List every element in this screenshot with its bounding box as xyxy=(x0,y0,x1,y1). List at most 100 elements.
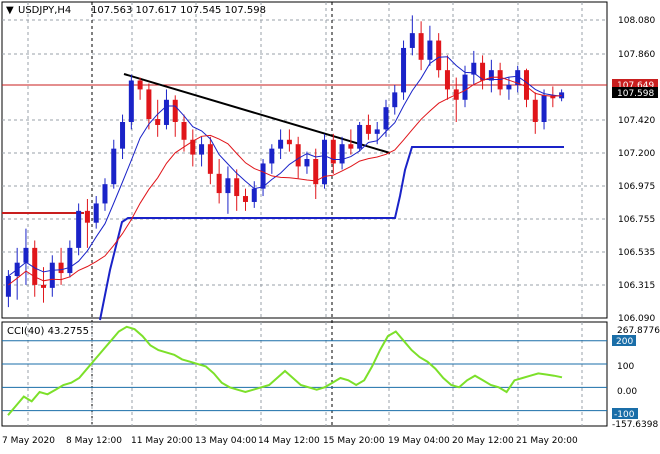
candle-body xyxy=(304,159,310,167)
candle-body xyxy=(313,159,319,185)
candle-body xyxy=(418,33,424,60)
candle-body xyxy=(427,40,433,60)
price-tick-label: 107.420 xyxy=(618,116,655,126)
cci-axis-label: -100 xyxy=(614,410,635,420)
grid xyxy=(2,2,607,426)
price-tick-label: 106.315 xyxy=(618,281,655,291)
time-tick-label: 13 May 04:00 xyxy=(195,436,257,446)
candle-body xyxy=(339,144,345,164)
slow-ma-line xyxy=(8,76,562,286)
candle-body xyxy=(242,196,248,202)
cci-axis-label: 200 xyxy=(616,337,633,347)
candle-body xyxy=(207,144,213,174)
current-price-tag xyxy=(612,87,658,98)
candle-body xyxy=(269,148,275,164)
time-tick-label: 21 May 20:00 xyxy=(516,436,578,446)
candle-body xyxy=(58,262,64,274)
candle-body xyxy=(348,144,354,149)
candle-body xyxy=(146,89,152,120)
candle-body xyxy=(181,121,187,140)
candle-body xyxy=(471,62,477,75)
candle-body xyxy=(550,95,556,99)
cci-axis-label: 267.8776 xyxy=(617,326,660,336)
candle-body xyxy=(541,95,547,122)
candle-body xyxy=(260,163,266,189)
time-tick-label: 15 May 20:00 xyxy=(323,436,385,446)
candle-body xyxy=(76,210,82,248)
candle-body xyxy=(84,210,90,223)
price-tick-label: 106.975 xyxy=(618,182,655,192)
candle-body xyxy=(137,80,143,90)
moving-averages xyxy=(8,56,562,286)
price-tick-label: 107.860 xyxy=(618,50,655,60)
level-price-tag xyxy=(612,79,658,90)
price-tick-label: 107.200 xyxy=(618,149,655,159)
candle-body xyxy=(251,188,257,202)
candle-body xyxy=(111,148,117,185)
candle-body xyxy=(234,178,240,197)
candle-body xyxy=(357,124,363,149)
candle-body xyxy=(392,92,398,108)
indicator-panel xyxy=(1,321,608,427)
candle-body xyxy=(532,99,538,122)
candle-body xyxy=(23,247,29,263)
candle-body xyxy=(374,129,380,134)
symbol-label: USDJPY,H4 xyxy=(18,5,71,16)
candle-body xyxy=(190,139,196,155)
candle-body xyxy=(436,40,442,71)
candle-body xyxy=(515,70,521,85)
candle-body xyxy=(225,178,231,194)
candle-body xyxy=(172,99,178,122)
time-tick-label: 19 May 04:00 xyxy=(388,436,450,446)
level-price-label: 107.649 xyxy=(617,81,654,91)
price-tick-label: 108.080 xyxy=(618,16,655,26)
candle-body xyxy=(67,247,73,274)
candle-body xyxy=(322,139,328,185)
candle-body xyxy=(330,139,336,164)
candle-body xyxy=(444,70,450,90)
candle-body xyxy=(401,47,407,93)
candle-body xyxy=(93,203,99,223)
candle-body xyxy=(163,99,169,125)
candle-body xyxy=(128,80,134,122)
cci-axis-label: -157.6398 xyxy=(612,420,658,430)
time-tick-label: 7 May 2020 xyxy=(2,436,55,446)
candle-body xyxy=(5,276,11,297)
time-tick-label: 11 May 20:00 xyxy=(131,436,193,446)
candle-body xyxy=(488,70,494,81)
cci-level-tag xyxy=(612,408,638,419)
candle-body xyxy=(365,124,371,134)
cci-series xyxy=(2,325,607,416)
envelope-line[interactable] xyxy=(99,146,564,321)
ohlc-readout: 107.563 107.617 107.545 107.598 xyxy=(91,5,266,16)
candle-body xyxy=(462,74,468,100)
time-tick-label: 14 May 12:00 xyxy=(258,436,320,446)
cci-axis-label: 100 xyxy=(617,362,634,372)
candle-body xyxy=(216,173,222,194)
cci-level-tag xyxy=(612,335,636,346)
candle-body xyxy=(155,119,161,125)
price-tick-label: 106.755 xyxy=(618,215,655,225)
candle-body xyxy=(32,247,38,285)
candle-body xyxy=(278,139,284,149)
cci-axis-label: 0.00 xyxy=(617,387,637,397)
candle-body xyxy=(41,284,47,288)
price-tick-label: 106.090 xyxy=(618,314,655,324)
indicator-grid xyxy=(27,322,583,426)
candle-body xyxy=(409,33,415,48)
candle-body xyxy=(506,84,512,90)
time-tick-label: 8 May 12:00 xyxy=(66,436,122,446)
candle-body xyxy=(383,107,389,130)
time-tick-label: 20 May 12:00 xyxy=(452,436,514,446)
candle-body xyxy=(523,70,529,100)
symbol-arrow-icon[interactable]: ▼ xyxy=(6,5,14,16)
candle-body xyxy=(199,144,205,155)
trend-line[interactable] xyxy=(123,73,391,154)
candle-body xyxy=(49,262,55,288)
candle-body xyxy=(286,139,292,145)
candle-body xyxy=(480,62,486,81)
price-axis: 108.080 107.860 107.420 107.200 106.975 … xyxy=(618,16,655,324)
candle-body xyxy=(559,92,565,99)
